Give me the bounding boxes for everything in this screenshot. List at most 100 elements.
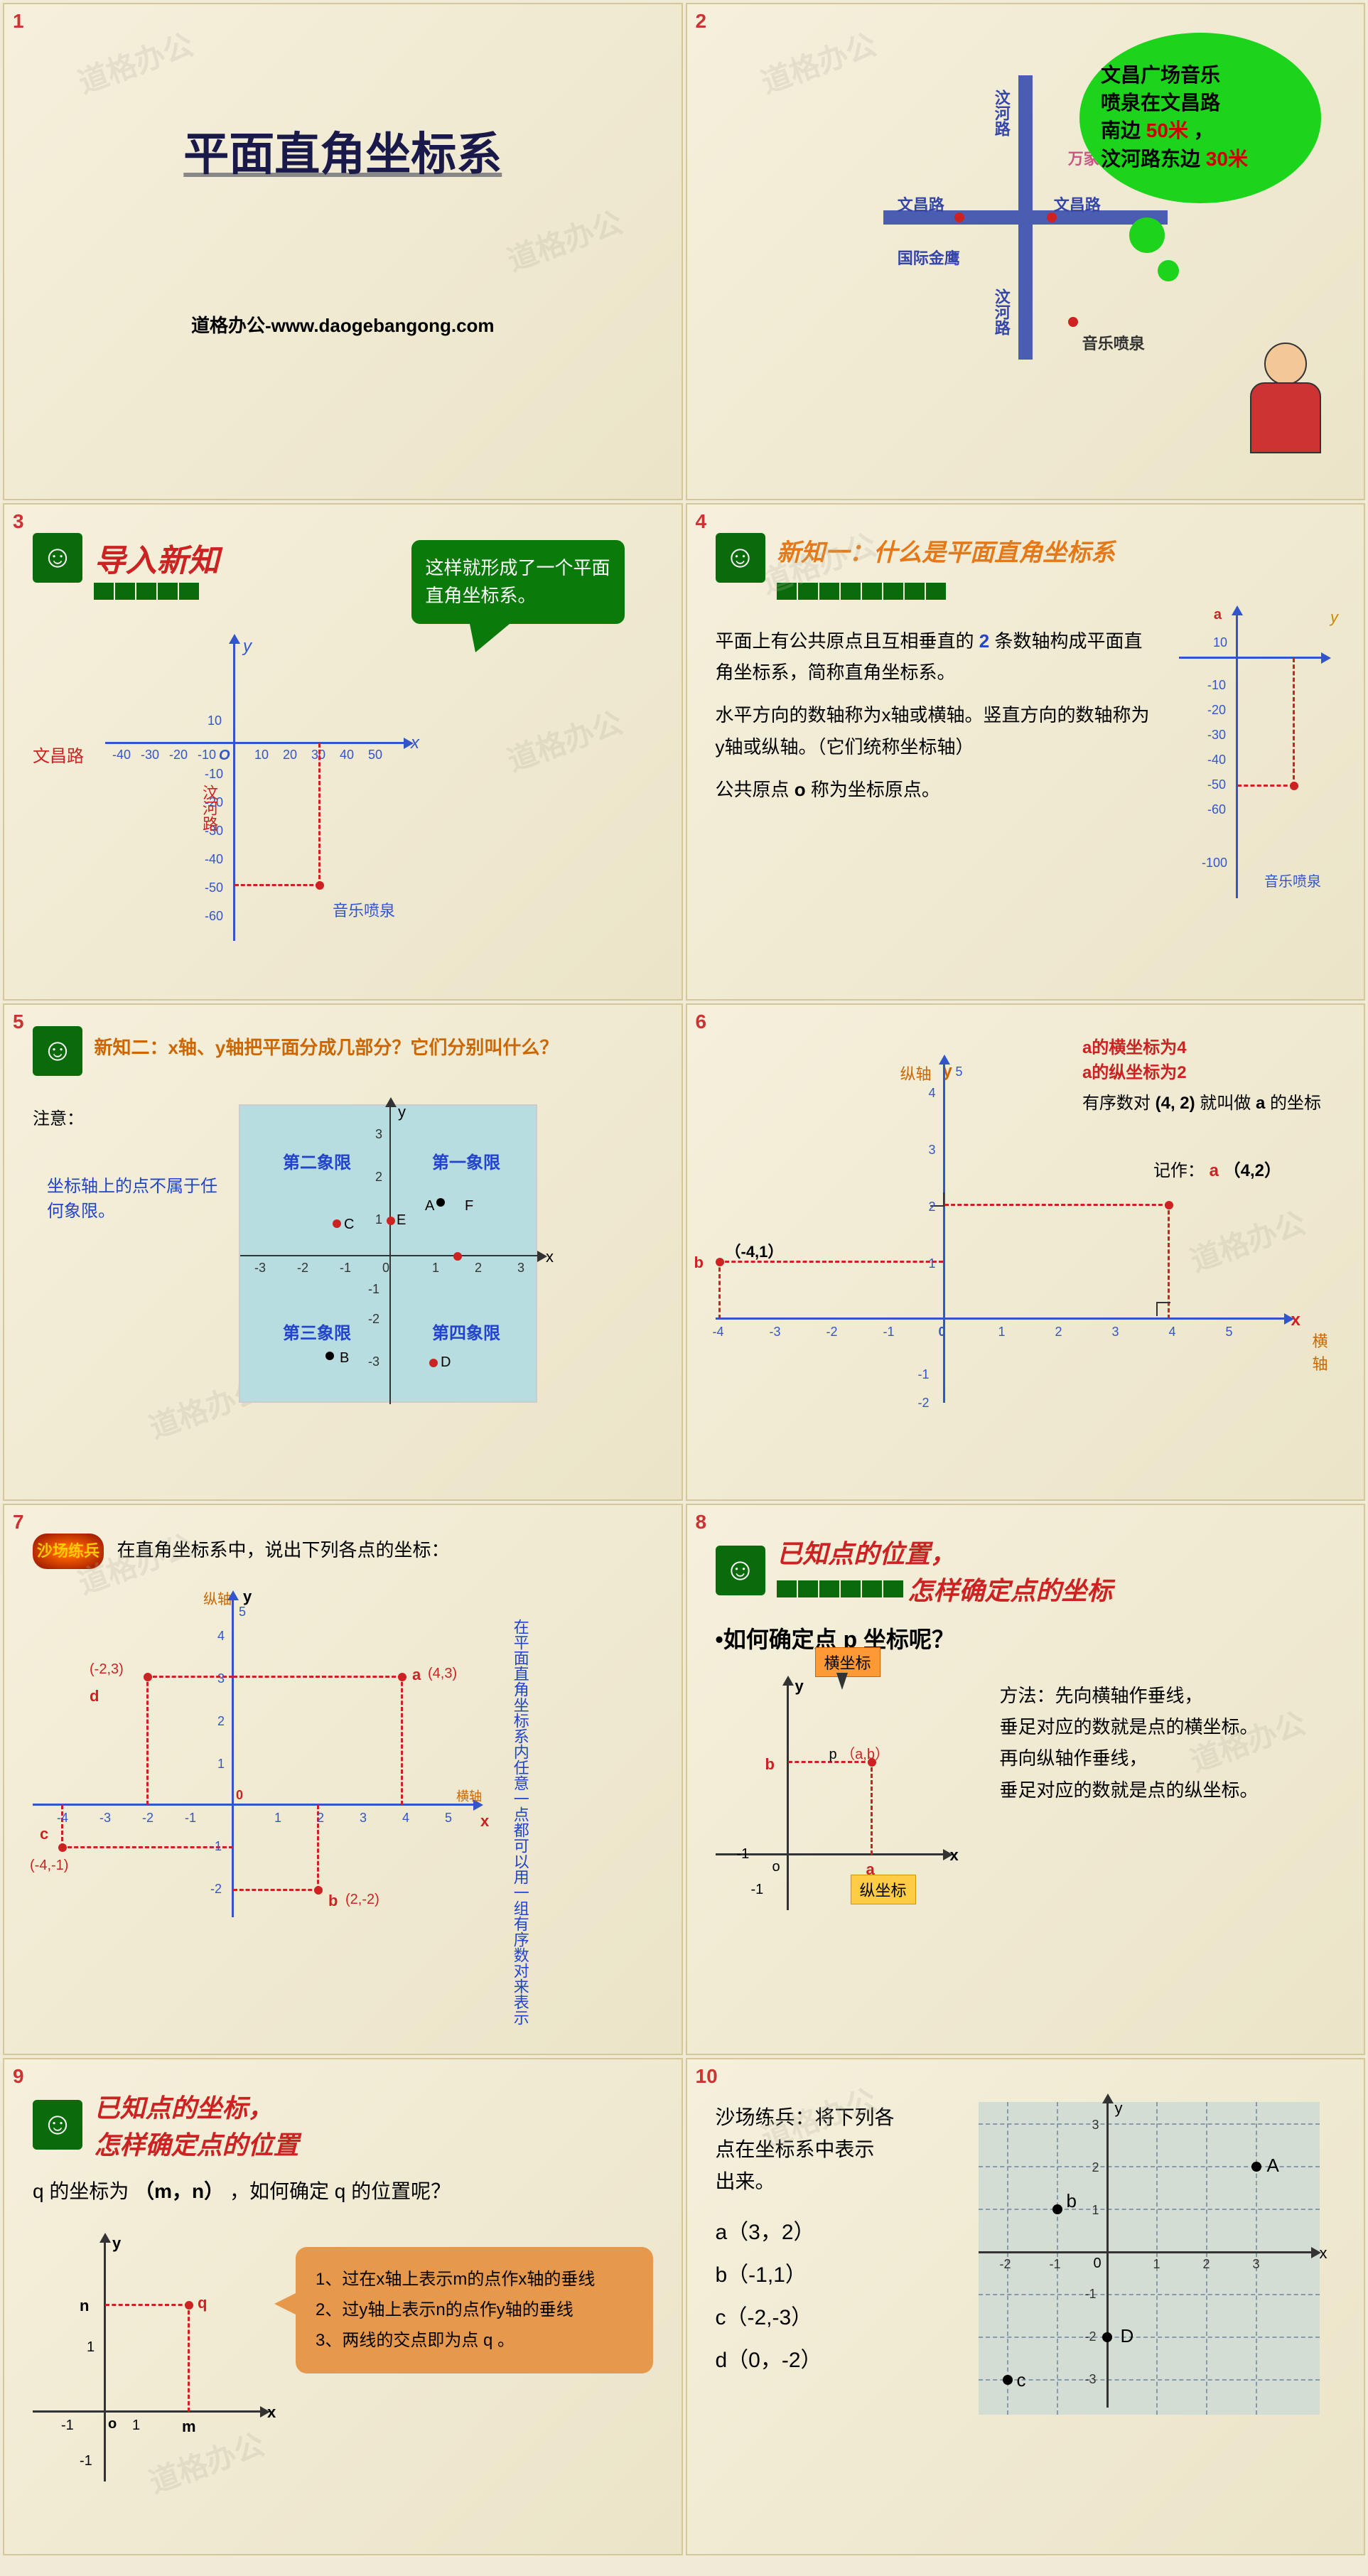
slide-7: 7 道格办公 沙场练兵 在直角坐标系中，说出下列各点的坐标： 纵轴 y x 横轴… (3, 1504, 683, 2055)
gridline (979, 2294, 1320, 2295)
tick-label: 2 (1203, 2257, 1210, 2272)
callout-bubble: 这样就形成了一个平面直角坐标系。 (411, 540, 625, 624)
tick-label: 20 (283, 748, 297, 762)
point-label: c (40, 1825, 48, 1843)
point-label: D (1121, 2325, 1134, 2347)
tick-label: -4 (713, 1325, 724, 1340)
h-coord-box: 横坐标 (815, 1647, 880, 1677)
y-axis-label: y (243, 637, 252, 657)
y-label: y (243, 1588, 252, 1606)
point-c (1003, 2375, 1013, 2385)
point-E (387, 1217, 395, 1225)
section-header: 新知二：x轴、y轴把平面分成几部分？它们分别叫什么？ (33, 1026, 653, 1076)
coord-plane-mini: 10 -10 -20 -30 -40 -50 -60 -100 音乐喷泉 y a (1179, 614, 1335, 912)
watermark: 道格办公 (501, 198, 628, 280)
step-line: 1、过在x轴上表示m的点作x轴的垂线 (316, 2264, 633, 2295)
tick-label: 4 (1169, 1325, 1176, 1340)
road-label-east: 文昌路 (1054, 193, 1101, 215)
point-label: F (465, 1198, 473, 1214)
tick-label: -40 (112, 748, 131, 762)
section-header: 沙场练兵 在直角坐标系中，说出下列各点的坐标： (33, 1534, 653, 1569)
tick-label: 1 (1092, 2203, 1099, 2218)
point-label: A (425, 1198, 434, 1214)
section-title: 怎样确定点的坐标 (907, 1570, 1112, 1607)
point-label: b (1067, 2190, 1077, 2212)
thinker-head (1264, 343, 1307, 385)
point-B (325, 1352, 334, 1360)
poi-dot (954, 212, 964, 222)
flame-icon: 沙场练兵 (33, 1534, 104, 1569)
x-axis (105, 742, 404, 744)
bubble-tail (1158, 260, 1179, 281)
paragraph: 公共原点 o 称为坐标原点。 (716, 774, 1158, 805)
x-label: x (950, 1846, 959, 1865)
point-label: A (1267, 2155, 1279, 2177)
section-header: 已知点的位置， 怎样确定点的坐标 (716, 1534, 1336, 1607)
text: 称为坐标原点。 (811, 779, 940, 800)
section-title: 新知一：什么是平面直角坐标系 (777, 539, 1115, 566)
tick-label: -1 (1050, 2257, 1061, 2272)
x-axis-label: x (411, 733, 419, 753)
text: 沙场练兵：将下列各 (716, 2106, 895, 2128)
x-axis (979, 2251, 1313, 2253)
text-line: 有序数对 (4, 2) 就叫做 a 的坐标 (1082, 1089, 1321, 1114)
text: 出来。 (716, 2170, 775, 2192)
tick-label: -2 (368, 1312, 379, 1327)
dotted-line (61, 1846, 233, 1848)
tick-label: 3 (360, 1811, 367, 1826)
sun-icon (33, 2100, 82, 2150)
n-label: n (80, 2297, 89, 2315)
y-label: y (795, 1677, 804, 1696)
right-angle-icon (1156, 1302, 1170, 1316)
x-label: x (1320, 2244, 1327, 2263)
tick-label: -3 (99, 1811, 111, 1826)
prompt: 沙场练兵：将下列各 点在坐标系中表示 出来。 (716, 2102, 957, 2197)
dotted-line (233, 1889, 318, 1891)
x-axis (716, 1317, 1284, 1320)
tick-label: 0 (382, 1261, 389, 1276)
tick-label: -1 (883, 1325, 895, 1340)
tick-label: -40 (205, 852, 223, 867)
origin-label: 0 (1094, 2256, 1102, 2272)
y-arrow-icon (385, 1097, 397, 1107)
dotted-line (944, 1204, 1169, 1206)
section-header: 已知点的坐标， 怎样确定点的位置 (33, 2088, 653, 2162)
point-label: a (412, 1666, 421, 1684)
tick-label: -1 (210, 1839, 222, 1854)
x-axis (33, 1804, 473, 1806)
origin-label: o (772, 1859, 780, 1875)
tick-label: 1 (929, 1256, 936, 1271)
point-a (398, 1673, 406, 1681)
tick-label: 5 (445, 1811, 452, 1826)
y-axis (943, 1062, 945, 1403)
section-title: 怎样确定点的位置 (94, 2125, 298, 2162)
tick-label: 2 (475, 1261, 482, 1276)
tick-label: 40 (340, 748, 354, 762)
sun-icon (716, 533, 765, 583)
point-q (185, 2301, 193, 2310)
point-A (436, 1198, 445, 1207)
y-label: y (398, 1103, 406, 1121)
fountain-dot (1068, 317, 1078, 327)
y-arrow-icon (227, 1590, 239, 1600)
x-axis (1179, 657, 1321, 659)
tick-label: -2 (142, 1811, 154, 1826)
speech-bubble: 文昌广场音乐 喷泉在文昌路 南边 50米 ， 汶河路东边 30米 (1079, 33, 1321, 203)
bubble-tail (1129, 217, 1165, 253)
slide-10: 10 道格办公 沙场练兵：将下列各 点在坐标系中表示 出来。 a（3，2） b（… (686, 2058, 1366, 2555)
slide-number: 6 (696, 1011, 707, 1033)
x-label: x (480, 1812, 489, 1831)
grid-plane: x y 0 A b c D -2 -1 1 2 3 -3 -2 -1 1 2 3 (979, 2102, 1320, 2415)
y-arrow-icon (229, 634, 240, 644)
point-D (1102, 2332, 1112, 2342)
tick-label: -10 (198, 748, 216, 762)
slide-number: 1 (13, 10, 24, 33)
callout-text: 这样就形成了一个平面直角坐标系。 (426, 557, 610, 606)
slide-number: 3 (13, 510, 24, 533)
tick-label: -60 (1207, 802, 1226, 817)
q1-label: 第一象限 (432, 1148, 500, 1173)
point-F (453, 1252, 462, 1261)
tick-label: -1 (61, 2418, 74, 2434)
point-label: C (344, 1217, 354, 1233)
x-label: x (267, 2403, 276, 2422)
